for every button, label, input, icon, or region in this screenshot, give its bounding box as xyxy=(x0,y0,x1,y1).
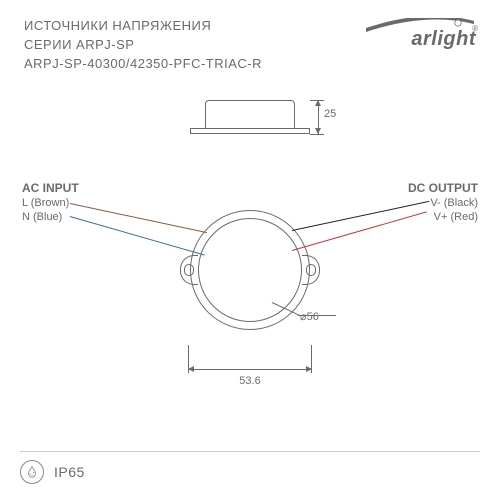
top-view xyxy=(180,200,320,340)
title-line-1: ИСТОЧНИКИ НАПРЯЖЕНИЯ xyxy=(24,18,262,35)
ac-n-label: N (Blue) xyxy=(22,210,62,225)
side-body xyxy=(205,100,295,128)
side-view xyxy=(190,100,310,145)
dimension-width-label: 53.6 xyxy=(180,375,320,387)
mounting-hole-right xyxy=(306,264,316,276)
technical-diagram: 25 AC INPUT L (Brown) N (Blue) DC OUTPUT… xyxy=(0,90,500,440)
title-line-3: ARPJ-SP-40300/42350-PFC-TRIAC-R xyxy=(24,56,262,73)
dimension-diameter-label: ⌀56 xyxy=(300,310,319,323)
side-flange xyxy=(190,128,310,134)
dimension-width: 53.6 xyxy=(180,355,320,395)
dimension-height-label: 25 xyxy=(324,108,336,120)
footer-rule xyxy=(20,451,480,452)
dimension-height: 25 xyxy=(318,100,358,134)
logo-registered: ® xyxy=(472,24,478,33)
ip-rating-label: IP65 xyxy=(54,464,85,480)
brand-logo: arlight ® xyxy=(366,18,476,58)
dc-vplus-label: V+ (Red) xyxy=(434,210,478,225)
ip-rating-icon xyxy=(20,460,44,484)
title-block: ИСТОЧНИКИ НАПРЯЖЕНИЯ СЕРИИ ARPJ-SP ARPJ-… xyxy=(24,18,262,73)
title-line-2: СЕРИИ ARPJ-SP xyxy=(24,37,262,54)
logo-text: arlight xyxy=(411,28,476,51)
header: ИСТОЧНИКИ НАПРЯЖЕНИЯ СЕРИИ ARPJ-SP ARPJ-… xyxy=(24,18,476,73)
dc-output-heading: DC OUTPUT xyxy=(408,180,478,197)
footer: IP65 xyxy=(20,460,85,484)
body-inner-circle xyxy=(198,218,302,322)
mounting-hole-left xyxy=(184,264,194,276)
ac-input-heading: AC INPUT xyxy=(22,180,79,197)
